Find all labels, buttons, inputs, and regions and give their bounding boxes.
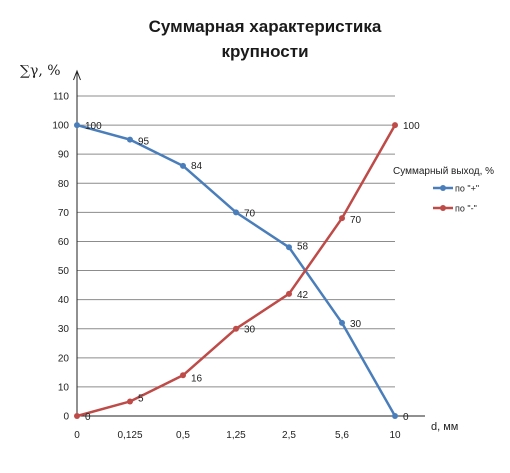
legend-swatch-point-0	[440, 185, 446, 191]
data-point-1-3	[233, 325, 239, 332]
data-label-1-0: 0	[85, 412, 91, 423]
data-point-0-4	[286, 244, 292, 251]
data-label-1-1: 5	[138, 393, 144, 404]
chart-title-line2: крупности	[221, 42, 309, 61]
legend-label-0: по "+"	[455, 184, 479, 194]
legend-swatch-point-1	[440, 205, 446, 211]
x-tick-label-4: 2,5	[282, 430, 296, 441]
data-point-1-1	[127, 398, 133, 405]
data-label-0-2: 84	[191, 161, 203, 172]
legend-title: Суммарный выход, %	[393, 166, 494, 177]
y-tick-label-10: 10	[58, 382, 70, 393]
chart-title-line1: Суммарная характеристика	[148, 17, 382, 36]
y-tick-label-20: 20	[58, 353, 70, 364]
x-tick-label-2: 0,5	[176, 430, 190, 441]
data-point-0-1	[127, 136, 133, 143]
x-tick-label-3: 1,25	[226, 430, 246, 441]
data-label-0-3: 70	[244, 208, 256, 219]
data-point-0-3	[233, 209, 239, 216]
data-point-0-0	[74, 122, 80, 129]
x-axis-label: d, мм	[431, 421, 458, 433]
y-axis-arrow	[73, 69, 81, 81]
data-point-1-6	[392, 122, 398, 129]
data-point-1-0	[74, 413, 80, 419]
x-tick-label-6: 10	[389, 430, 401, 441]
data-label-1-2: 16	[191, 373, 203, 384]
y-axis-label: ∑γ, %	[20, 63, 61, 79]
data-label-0-6: 0	[403, 412, 409, 423]
data-label-1-6: 100	[403, 121, 420, 132]
data-point-1-2	[180, 372, 186, 379]
x-tick-label-5: 5,6	[335, 430, 349, 441]
y-tick-label-70: 70	[58, 208, 70, 219]
data-point-1-4	[286, 290, 292, 297]
chart-title: Суммарная характеристика крупности	[0, 14, 510, 64]
y-tick-label-90: 90	[58, 150, 70, 161]
data-label-0-0: 100	[85, 121, 102, 132]
data-label-0-1: 95	[138, 137, 150, 148]
y-tick-label-30: 30	[58, 324, 70, 335]
data-label-1-5: 70	[350, 215, 362, 226]
data-point-0-5	[339, 319, 345, 326]
data-label-0-4: 58	[297, 241, 309, 252]
y-tick-label-100: 100	[52, 121, 69, 132]
y-tick-label-50: 50	[58, 266, 70, 277]
data-label-0-5: 30	[350, 319, 362, 330]
data-point-1-5	[339, 215, 345, 222]
x-tick-label-0: 0	[74, 430, 80, 441]
data-point-0-6	[392, 413, 398, 419]
y-tick-label-0: 0	[63, 412, 69, 423]
y-tick-label-60: 60	[58, 237, 70, 248]
data-label-1-3: 30	[244, 325, 256, 336]
data-label-1-4: 42	[297, 290, 309, 301]
legend-label-1: по "-"	[455, 204, 477, 214]
y-tick-label-40: 40	[58, 295, 70, 306]
data-point-0-2	[180, 162, 186, 169]
y-tick-label-110: 110	[53, 92, 69, 103]
x-tick-label-1: 0,125	[117, 430, 142, 441]
y-tick-label-80: 80	[58, 179, 70, 190]
